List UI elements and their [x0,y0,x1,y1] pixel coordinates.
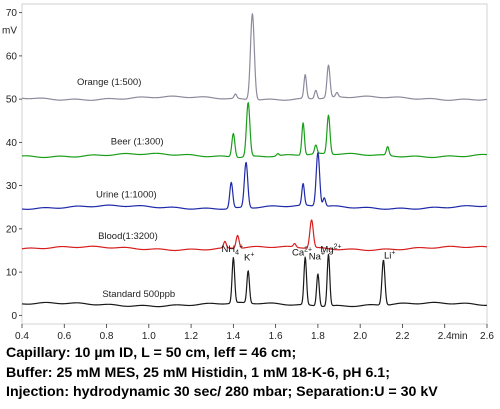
y-tick-label: 0 [11,311,17,322]
series-label: Orange (1:500) [77,77,141,88]
y-tick-label: 60 [6,51,18,62]
caption-line-buffer: Buffer: 25 mM MES, 25 mM Histidin, 1 mM … [6,364,390,381]
x-tick-label: 2.2 [396,331,410,342]
x-tick-label: 2.4 [438,331,452,342]
series-label: Standard 500ppb [102,289,175,300]
x-tick-label: 1.0 [142,331,156,342]
ion-label: Ca2+ [292,247,312,259]
electropherogram-chart: 0.4 0.6 0.8 1.0 1.2 1.4 1.6 1.8 2.0 2.2 2.4 2.6 min 0… [2,3,494,342]
caption-line-capillary: Capillary: 10 µm ID, L = 50 cm, leff = 4… [6,345,297,361]
trace-3 [21,219,488,252]
ion-label: Mg2+ [320,244,341,256]
x-tick-label: 2.6 [480,331,494,342]
trace-2 [21,152,488,210]
x-tick-label: 2.0 [353,331,367,342]
x-tick-label: 1.4 [226,331,240,342]
trace-0 [21,13,488,101]
x-tick-label: 1.6 [269,331,283,342]
x-tick-label: 0.4 [15,331,29,342]
x-axis-unit-label: min [451,331,467,342]
y-tick-label: 40 [6,138,18,149]
ion-label: Li+ [384,249,396,261]
chart-labels: Orange (1:500) Beer (1:300) Urine (1:1000)… [77,77,396,300]
method-caption: Capillary: 10 µm ID, L = 50 cm, leff = 4… [6,344,500,403]
x-tick-label: 0.8 [100,331,114,342]
y-tick-label: 70 [6,8,18,19]
y-tick-label: 50 [6,95,18,106]
y-tick-label: 30 [6,181,18,192]
y-axis-unit-label: mV [2,25,17,36]
plot-frame [21,3,488,325]
ion-label: K+ [244,251,254,263]
x-tick-label: 1.8 [311,331,325,342]
trace-4 [21,253,488,308]
ion-label: NH4+ [221,244,243,257]
caption-line-injection: Injection: hydrodynamic 30 sec/ 280 mbar… [6,384,438,400]
series-label: Beer (1:300) [111,137,164,148]
x-tick-label: 0.6 [57,331,71,342]
y-tick-label: 20 [6,224,18,235]
trace-1 [21,102,488,159]
x-tick-label: 1.2 [184,331,198,342]
chart-traces [21,13,488,308]
chart-axes: 0.4 0.6 0.8 1.0 1.2 1.4 1.6 1.8 2.0 2.2 2.4 2.6 min 0… [2,8,494,342]
series-label: Blood(1:3200) [98,231,158,242]
ion-label: Na+ [309,251,325,263]
chart-grid [21,3,488,325]
y-tick-label: 10 [6,268,18,279]
series-label: Urine (1:1000) [96,189,157,200]
